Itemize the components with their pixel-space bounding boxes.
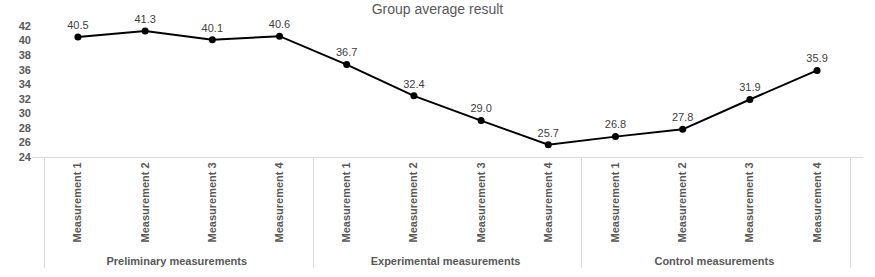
svg-text:Measurement 2: Measurement 2	[139, 162, 151, 242]
svg-text:Measurement 4: Measurement 4	[542, 162, 554, 243]
svg-text:Measurement 3: Measurement 3	[475, 162, 487, 242]
svg-text:Preliminary measurements: Preliminary measurements	[106, 255, 247, 267]
svg-text:Group average result: Group average result	[372, 1, 504, 17]
svg-text:36.7: 36.7	[336, 46, 357, 58]
svg-text:35.9: 35.9	[806, 52, 827, 64]
svg-text:Measurement 2: Measurement 2	[407, 162, 419, 242]
svg-text:Measurement 3: Measurement 3	[743, 162, 755, 242]
svg-text:31.9: 31.9	[739, 81, 760, 93]
svg-text:26.8: 26.8	[605, 118, 626, 130]
svg-text:Control measurements: Control measurements	[654, 255, 774, 267]
svg-text:Measurement 1: Measurement 1	[72, 162, 84, 242]
svg-text:34: 34	[19, 78, 32, 90]
svg-text:40: 40	[19, 34, 31, 46]
svg-text:28: 28	[19, 122, 31, 134]
svg-text:38: 38	[19, 49, 31, 61]
svg-text:32: 32	[19, 93, 31, 105]
svg-text:41.3: 41.3	[134, 13, 155, 25]
svg-text:42: 42	[19, 20, 31, 32]
svg-text:24: 24	[19, 151, 32, 163]
svg-text:30: 30	[19, 107, 31, 119]
svg-text:Measurement 4: Measurement 4	[273, 162, 285, 243]
svg-text:Measurement 1: Measurement 1	[340, 162, 352, 242]
svg-text:Measurement 2: Measurement 2	[676, 162, 688, 242]
svg-text:25.7: 25.7	[538, 127, 559, 139]
svg-text:29.0: 29.0	[470, 102, 491, 114]
svg-text:26: 26	[19, 136, 31, 148]
svg-text:27.8: 27.8	[672, 111, 693, 123]
svg-text:40.5: 40.5	[67, 19, 88, 31]
svg-text:Measurement 3: Measurement 3	[206, 162, 218, 242]
svg-text:32.4: 32.4	[403, 78, 424, 90]
svg-text:Experimental measurements: Experimental measurements	[371, 255, 521, 267]
svg-text:40.6: 40.6	[269, 18, 290, 30]
svg-text:36: 36	[19, 64, 31, 76]
svg-text:40.1: 40.1	[202, 22, 223, 34]
svg-text:Measurement 1: Measurement 1	[609, 162, 621, 242]
svg-text:Measurement 4: Measurement 4	[811, 162, 823, 243]
